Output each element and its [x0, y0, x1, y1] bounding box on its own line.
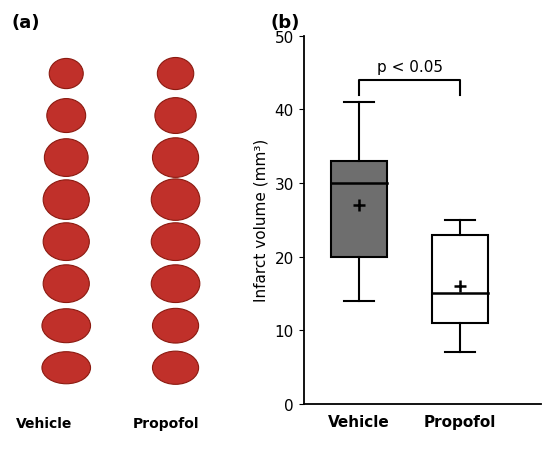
Bar	[331, 162, 387, 257]
Ellipse shape	[152, 139, 199, 178]
Text: Vehicle: Vehicle	[16, 416, 72, 430]
Text: Propofol: Propofol	[132, 416, 199, 430]
Ellipse shape	[151, 223, 200, 261]
Ellipse shape	[44, 140, 88, 177]
Ellipse shape	[151, 179, 200, 221]
Ellipse shape	[49, 59, 83, 90]
Ellipse shape	[43, 265, 89, 303]
Ellipse shape	[42, 309, 91, 343]
Text: (b): (b)	[270, 14, 300, 32]
Bar	[432, 235, 488, 323]
Ellipse shape	[43, 180, 89, 220]
Ellipse shape	[155, 98, 196, 134]
Ellipse shape	[152, 309, 199, 343]
Ellipse shape	[47, 99, 86, 133]
Ellipse shape	[43, 223, 89, 261]
Ellipse shape	[157, 58, 194, 90]
Text: p < 0.05: p < 0.05	[376, 60, 443, 75]
Ellipse shape	[152, 352, 199, 385]
Ellipse shape	[151, 265, 200, 303]
Y-axis label: Infarct volume (mm³): Infarct volume (mm³)	[254, 139, 269, 302]
Text: (a): (a)	[11, 14, 40, 32]
Ellipse shape	[42, 352, 91, 384]
